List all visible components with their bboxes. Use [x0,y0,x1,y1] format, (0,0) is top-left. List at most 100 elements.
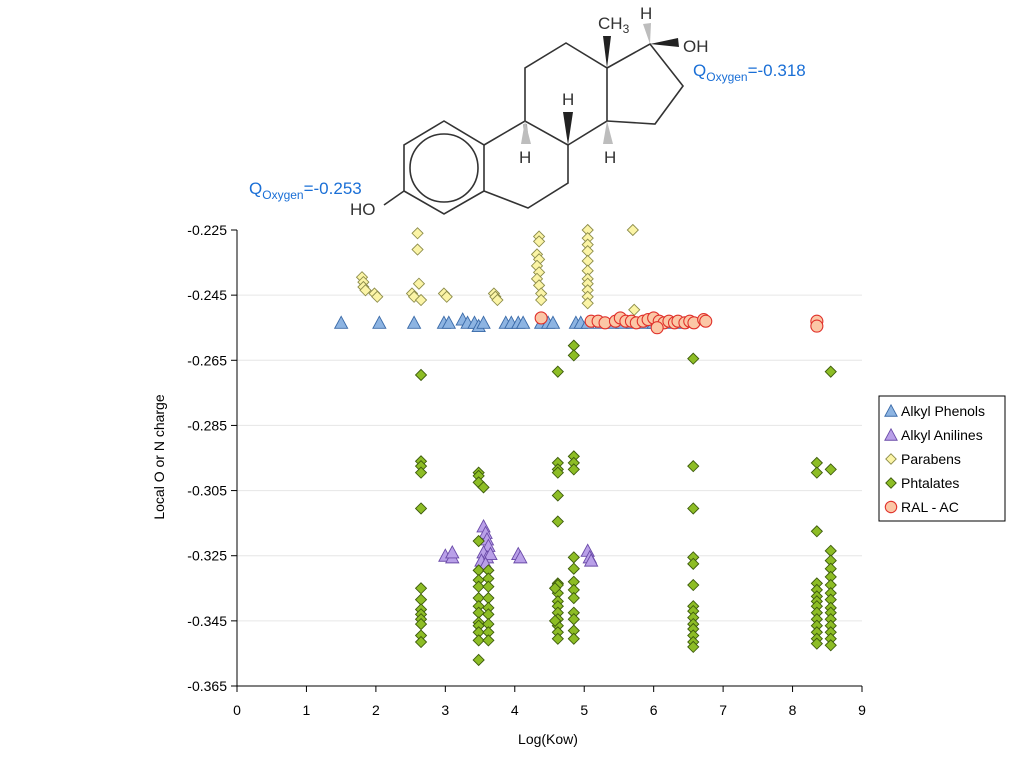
h-wedge-c8 [563,112,573,145]
point-parabens [581,297,594,310]
point-phtalates [567,463,580,476]
y-tick-label: -0.265 [187,352,227,368]
point-alkyl-phenols [333,315,349,329]
legend-box [878,395,1006,522]
point-parabens [535,293,548,307]
ho-bond [383,190,405,206]
point-parabens [411,243,424,256]
ring-d [606,42,685,125]
point-phtalates [824,463,837,476]
point-phtalates [472,653,485,667]
legend-marker-ral-ac [884,500,898,514]
point-phtalates [414,368,428,382]
x-tick-label: 0 [233,702,241,718]
h-hash-c17 [643,23,651,44]
oh-label-right: OH [683,37,709,56]
legend-marker-parabens [885,453,897,465]
point-alkyl-phenols [515,315,531,329]
charge-annotations: QOxygen=-0.318 QOxygen=-0.253 [249,61,806,202]
point-phtalates [414,502,428,515]
point-phtalates [551,365,564,378]
y-axis-title: Local O or N charge [151,394,167,519]
legend-marker-alkyl-anilines [884,427,898,441]
y-tick-label: -0.245 [187,287,227,303]
legend-label-ral-ac: RAL - AC [901,499,959,515]
point-phtalates [567,591,580,605]
point-parabens [532,235,546,248]
point-phtalates [472,534,485,548]
point-phtalates [687,502,700,515]
methyl-wedge [603,36,611,68]
x-tick-label: 6 [650,702,658,718]
point-phtalates [810,466,823,479]
y-tick-label: -0.305 [187,483,227,499]
point-alkyl-phenols [476,315,491,329]
point-alkyl-anilines [583,553,599,567]
point-phtalates [472,634,485,647]
point-phtalates [567,551,580,564]
molecule-labels: CH3 H OH H H H HO [350,4,709,219]
h-hash-c14 [603,121,613,144]
point-alkyl-phenols [545,315,561,329]
h-label-c8: H [562,90,574,109]
ring-c [524,42,608,146]
point-parabens [628,303,641,316]
x-tick-label: 4 [511,702,519,718]
point-phtalates [482,634,495,647]
h-hash-c9 [521,121,531,144]
legend-marker-alkyl-phenols [884,403,898,417]
point-phtalates [551,515,564,528]
point-parabens [412,277,426,290]
x-tick-label: 2 [372,702,380,718]
point-phtalates [551,632,564,645]
axes [236,230,862,687]
point-phtalates [810,525,823,538]
point-parabens [414,293,428,307]
legend-label-alkyl-anilines: Alkyl Anilines [901,427,983,443]
point-parabens [440,290,453,303]
point-phtalates [824,365,837,378]
point-ral-ac [534,311,548,325]
y-tick-label: -0.225 [187,222,227,238]
point-phtalates [414,582,428,595]
point-phtalates [824,639,837,652]
y-tick-label: -0.365 [187,678,227,694]
legend-label-alkyl-phenols: Alkyl Phenols [901,403,985,419]
point-phtalates [810,637,823,650]
point-alkyl-anilines [483,546,498,561]
y-ticks: -0.225 -0.245 -0.265 -0.285 -0.305 -0.325 -0.3… [187,222,237,694]
ho-label-left: HO [350,200,376,219]
point-phtalates [687,460,700,473]
gridlines [237,294,862,622]
stereo-bonds [521,23,679,145]
h-label-c17: H [640,4,652,23]
point-alkyl-anilines [513,549,528,564]
point-phtalates [687,352,700,365]
x-tick-label: 3 [441,702,449,718]
x-ticks: 0 1 2 3 4 5 6 7 8 9 [233,686,866,718]
point-phtalates [687,640,700,654]
point-phtalates [567,632,580,645]
charge-annotation-left: QOxygen=-0.253 [249,179,362,202]
point-alkyl-phenols [406,315,422,329]
legend-label-phtalates: Phtalates [901,475,959,491]
point-phtalates [414,635,428,649]
x-axis-title: Log(Kow) [518,731,578,747]
point-ral-ac [699,314,713,328]
point-alkyl-phenols [441,315,457,329]
y-tick-label: -0.285 [187,417,227,433]
h-label-c14: H [604,148,616,167]
y-tick-label: -0.345 [187,613,227,629]
point-phtalates [687,557,700,570]
y-tick-label: -0.325 [187,548,227,564]
x-tick-label: 7 [719,702,727,718]
x-tick-label: 9 [858,702,866,718]
point-parabens [626,223,639,237]
point-ral-ac [810,319,824,333]
point-phtalates [548,614,562,627]
point-phtalates [567,613,580,626]
methyl-label: CH3 [598,14,630,36]
ring-a [403,120,485,215]
point-phtalates [482,580,495,593]
